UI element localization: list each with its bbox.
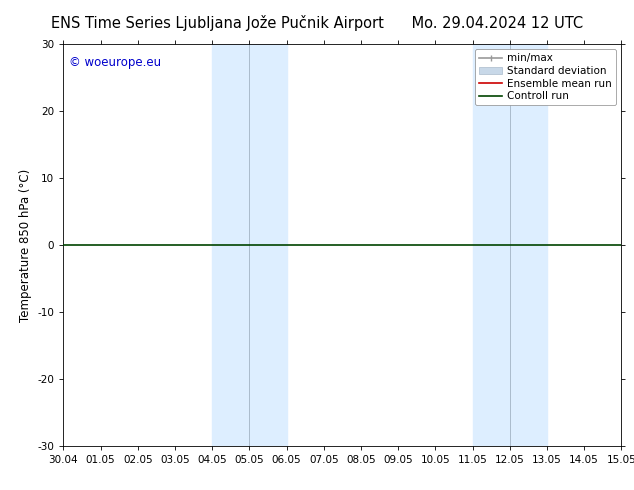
Legend: min/max, Standard deviation, Ensemble mean run, Controll run: min/max, Standard deviation, Ensemble me…: [475, 49, 616, 105]
Bar: [249, 44, 287, 446]
Text: © woeurope.eu: © woeurope.eu: [69, 56, 161, 69]
Y-axis label: Temperature 850 hPa (°C): Temperature 850 hPa (°C): [19, 169, 32, 321]
Bar: [212, 44, 249, 446]
Bar: [472, 44, 510, 446]
Bar: [510, 44, 547, 446]
Text: ENS Time Series Ljubljana Jože Pučnik Airport      Mo. 29.04.2024 12 UTC: ENS Time Series Ljubljana Jože Pučnik Ai…: [51, 15, 583, 31]
